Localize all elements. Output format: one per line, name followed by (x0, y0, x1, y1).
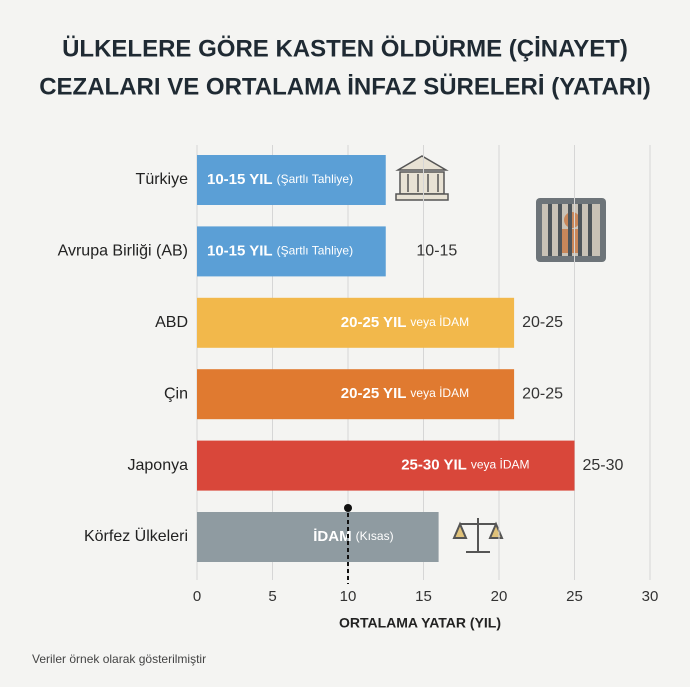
x-tick-label: 25 (566, 588, 583, 605)
chart-title: CEZALARI VE ORTALAMA İNFAZ SÜRELERİ (YAT… (39, 73, 651, 100)
jail-icon (536, 198, 606, 262)
bar-label-sub: (Şartlı Tahliye) (277, 172, 353, 186)
bar (197, 369, 515, 420)
x-tick-label: 30 (642, 588, 659, 605)
bar-label: 25-30 YIL veya İDAM (401, 457, 529, 474)
category-label: Avrupa Birliği (AB) (58, 243, 188, 260)
x-axis-title: ORTALAMA YATAR (YIL) (339, 615, 501, 631)
bar-label-main: 25-30 YIL (401, 457, 467, 474)
bar-label: 20-25 YIL veya İDAM (341, 385, 469, 402)
range-label: 20-25 (522, 314, 563, 331)
bar-label: İDAM (Kısas) (313, 528, 393, 545)
x-tick-label: 0 (193, 588, 201, 605)
bar-label: 20-25 YIL veya İDAM (341, 314, 469, 331)
bar (197, 226, 386, 277)
category-label: Çin (164, 385, 188, 402)
range-label: 20-25 (522, 385, 563, 402)
x-tick-label: 5 (268, 588, 276, 605)
bar (197, 512, 439, 562)
bar-label-main: İDAM (313, 528, 351, 545)
x-tick-label: 15 (415, 588, 432, 605)
bar-label-main: 10-15 YIL (207, 171, 273, 188)
bar-label-sub: veya İDAM (471, 458, 530, 472)
court-icon (395, 155, 449, 201)
range-label: 25-30 (583, 457, 624, 474)
bar (197, 440, 575, 491)
category-label: Japonya (128, 457, 189, 474)
bar-label-main: 20-25 YIL (341, 314, 407, 331)
bar-label-sub: (Kısas) (356, 529, 394, 543)
bar-label: 10-15 YIL (Şartlı Tahliye) (207, 242, 353, 259)
bar (197, 297, 515, 348)
x-tick-label: 20 (491, 588, 508, 605)
bar-label: 10-15 YIL (Şartlı Tahliye) (207, 171, 353, 188)
bar-label-sub: veya İDAM (410, 315, 469, 329)
bar-label-sub: (Şartlı Tahliye) (277, 244, 353, 258)
category-label: Körfez Ülkeleri (84, 527, 188, 545)
bar-label-main: 20-25 YIL (341, 385, 407, 402)
range-label: 10-15 (416, 243, 457, 260)
bar-label-main: 10-15 YIL (207, 242, 273, 259)
footnote: Veriler örnek olarak gösterilmiştir (32, 652, 206, 666)
category-label: Türkiye (136, 171, 189, 188)
category-label: ABD (155, 314, 188, 331)
marker-dot (344, 504, 352, 512)
x-tick-label: 10 (340, 588, 357, 605)
bar (197, 155, 386, 205)
chart-title: ÜLKELERE GÖRE KASTEN ÖLDÜRME (ÇİNAYET) (62, 35, 628, 62)
bar-label-sub: veya İDAM (410, 386, 469, 400)
